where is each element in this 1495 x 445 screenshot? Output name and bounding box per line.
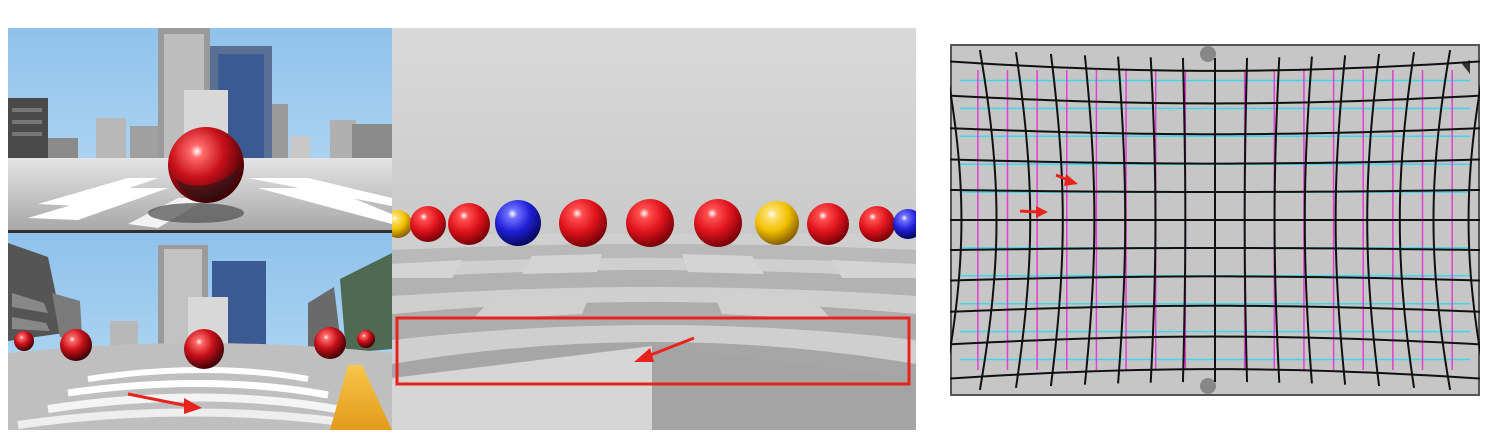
calibration-grid-image: [950, 44, 1480, 396]
rectilinear-view: [8, 28, 392, 230]
calibration-grid-panel: [950, 44, 1480, 396]
sphere-checkerboard-panel: [392, 28, 916, 430]
wide-angle-distorted-view: [8, 233, 392, 430]
arrow-annotation: [634, 336, 695, 362]
rectangle-annotation: [395, 316, 911, 386]
arrow-annotation: [1019, 173, 1078, 218]
sphere-checkerboard-image: [392, 28, 916, 430]
arrow-annotation: [127, 392, 202, 414]
street-scene-image: [8, 28, 392, 430]
street-scene-panel: [8, 28, 392, 430]
